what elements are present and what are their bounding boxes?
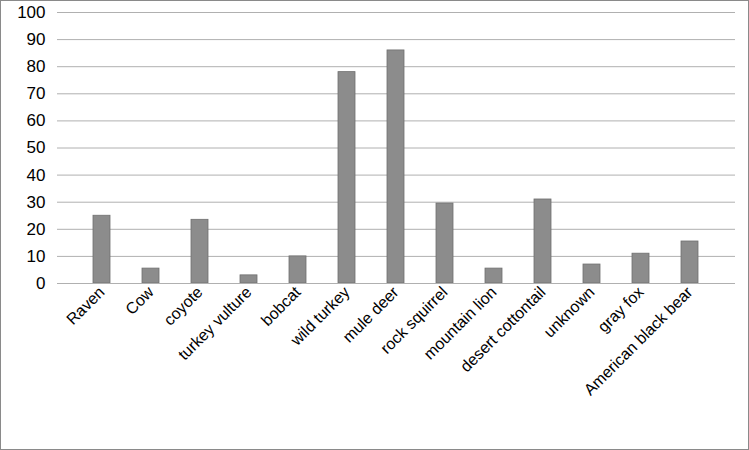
svg-text:20: 20	[27, 220, 46, 239]
svg-text:40: 40	[27, 166, 46, 185]
svg-text:rock squirrel: rock squirrel	[377, 283, 451, 357]
svg-text:bobcat: bobcat	[258, 283, 304, 329]
svg-text:unknown: unknown	[540, 283, 597, 340]
svg-text:80: 80	[27, 57, 46, 76]
svg-text:gray fox: gray fox	[594, 283, 647, 336]
svg-text:0: 0	[36, 274, 45, 293]
svg-text:mule deer: mule deer	[339, 283, 402, 346]
svg-text:Raven: Raven	[63, 283, 108, 328]
svg-text:coyote: coyote	[160, 283, 205, 328]
svg-text:70: 70	[27, 84, 46, 103]
svg-text:mountain lion: mountain lion	[420, 283, 500, 363]
svg-text:100: 100	[17, 3, 45, 22]
svg-text:30: 30	[27, 193, 46, 212]
svg-text:50: 50	[27, 138, 46, 157]
svg-text:60: 60	[27, 111, 46, 130]
svg-text:turkey vulture: turkey vulture	[175, 283, 255, 363]
svg-text:90: 90	[27, 30, 46, 49]
svg-text:desert cottontail: desert cottontail	[457, 283, 549, 375]
svg-text:10: 10	[27, 247, 46, 266]
svg-text:Cow: Cow	[122, 283, 157, 318]
svg-text:American black bear: American black bear	[581, 283, 697, 399]
svg-text:wild turkey: wild turkey	[287, 283, 353, 349]
